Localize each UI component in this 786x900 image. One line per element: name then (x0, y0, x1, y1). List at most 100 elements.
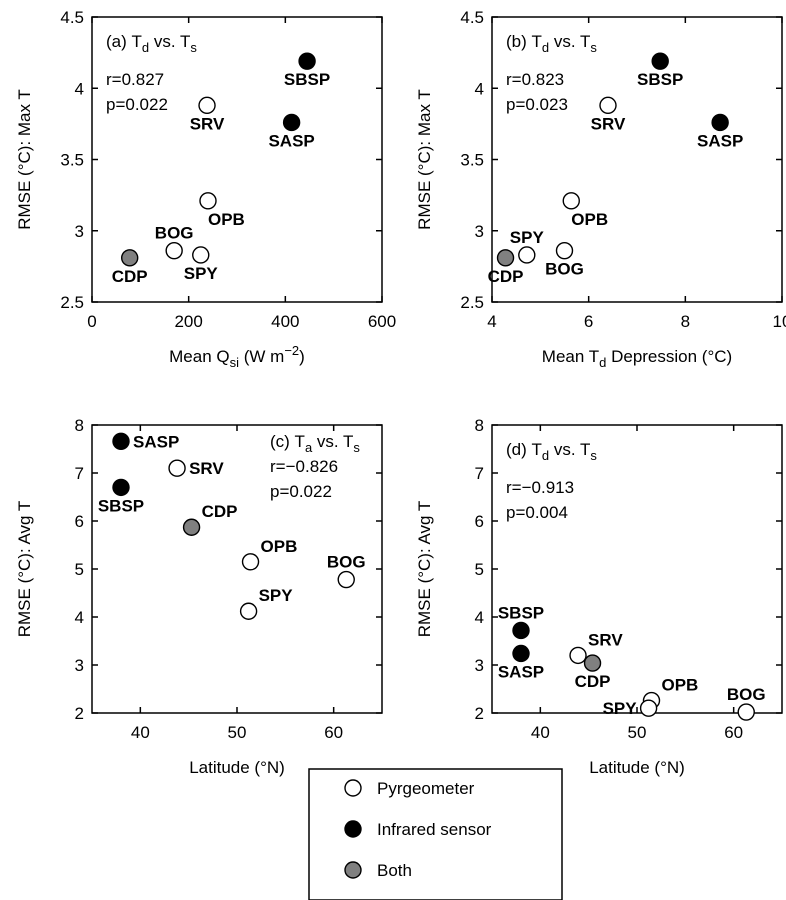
y-tick-label: 3.5 (460, 151, 484, 170)
site-label-bog: BOG (155, 224, 194, 243)
point-sasp (282, 113, 301, 132)
site-label-opb: OPB (571, 210, 608, 229)
site-label-sbsp: SBSP (498, 603, 544, 622)
x-axis-label: Mean Qsi (W m−2) (169, 343, 305, 370)
site-label-sasp: SASP (697, 131, 743, 150)
y-axis-label: RMSE (°C): Max T (415, 89, 434, 230)
y-tick-label: 3 (75, 222, 84, 241)
point-spy (518, 246, 536, 264)
x-tick-label: 40 (531, 723, 550, 742)
x-tick-label: 60 (324, 723, 343, 742)
site-label-sasp: SASP (498, 662, 544, 681)
x-tick-label: 40 (131, 723, 150, 742)
y-tick-label: 6 (475, 512, 484, 531)
site-label-srv: SRV (591, 114, 626, 133)
panel-title: (a) Td vs. Ts (106, 32, 197, 55)
p-value: p=0.022 (270, 482, 332, 501)
point-sbsp (298, 52, 316, 70)
y-tick-label: 5 (475, 560, 484, 579)
p-value: p=0.004 (506, 503, 568, 522)
legend-label: Pyrgeometer (377, 779, 475, 798)
site-label-cdp: CDP (575, 672, 611, 691)
y-tick-label: 4.5 (60, 8, 84, 27)
y-tick-label: 4.5 (460, 8, 484, 27)
y-tick-label: 4 (475, 79, 484, 98)
point-srv (168, 459, 186, 477)
site-label-spy: SPY (259, 586, 294, 605)
x-tick-label: 8 (681, 312, 690, 331)
y-tick-label: 8 (475, 416, 484, 435)
y-tick-label: 6 (75, 512, 84, 531)
site-label-spy: SPY (510, 228, 545, 247)
x-axis-label: Mean Td Depression (°C) (542, 347, 732, 370)
point-cdp (120, 249, 139, 267)
point-opb (562, 192, 580, 210)
x-axis-label: Latitude (°N) (189, 758, 285, 777)
point-sasp (112, 432, 130, 451)
site-label-spy: SPY (603, 699, 638, 718)
point-bog (337, 570, 355, 589)
panel-c: 40 50 60 2 3 4 5 6 7 8 RMSE (°C): Avg T Latitude (°… (15, 416, 383, 777)
site-label-opb: OPB (208, 210, 245, 229)
x-tick-label: 4 (487, 312, 496, 331)
point-cdp (583, 654, 602, 672)
y-tick-label: 3 (475, 222, 484, 241)
point-srv (599, 96, 617, 115)
site-label-spy: SPY (184, 264, 219, 283)
legend-marker-pyrgeometer (344, 779, 362, 797)
panel-b: 4 6 8 10 2.5 3 3.5 4 4.5 RMSE (°C): Max T Mean Td … (415, 8, 786, 370)
x-tick-label: 0 (87, 312, 96, 331)
x-tick-label: 6 (584, 312, 593, 331)
p-value: p=0.023 (506, 95, 568, 114)
y-tick-label: 2 (75, 704, 84, 723)
x-tick-label: 50 (628, 723, 647, 742)
point-bog (165, 241, 183, 260)
x-tick-label: 50 (228, 723, 247, 742)
legend-items: Pyrgeometer Infrared sensor Both (344, 779, 492, 880)
y-axis-label: RMSE (°C): Avg T (15, 501, 34, 638)
legend-marker-infrared-sensor (344, 820, 362, 838)
point-sbsp (512, 621, 530, 640)
x-tick-label: 400 (271, 312, 299, 331)
p-value: p=0.022 (106, 95, 168, 114)
point-sbsp (651, 52, 669, 70)
y-tick-label: 3 (475, 656, 484, 675)
site-label-cdp: CDP (202, 502, 238, 521)
y-tick-label: 2 (475, 704, 484, 723)
site-label-bog: BOG (327, 553, 366, 572)
plot-frame (491, 16, 783, 303)
legend-label: Both (377, 861, 412, 880)
site-label-opb: OPB (261, 537, 298, 556)
point-sasp (711, 113, 729, 132)
y-tick-label: 7 (475, 464, 484, 483)
y-tick-label: 8 (75, 416, 84, 435)
x-tick-label: 600 (368, 312, 396, 331)
x-tick-label: 200 (174, 312, 202, 331)
y-tick-label: 7 (75, 464, 84, 483)
legend-label: Infrared sensor (377, 820, 492, 839)
site-label-sbsp: SBSP (637, 70, 683, 89)
site-label-opb: OPB (662, 676, 699, 695)
panel-title: (c) Ta vs. Ts (270, 432, 360, 455)
site-label-srv: SRV (190, 114, 225, 133)
point-spy (239, 602, 258, 620)
x-tick-label: 60 (724, 723, 743, 742)
point-opb (241, 553, 260, 571)
correlation-r: r=0.823 (506, 70, 564, 89)
site-label-sasp: SASP (268, 131, 314, 150)
correlation-r: r=−0.826 (270, 457, 338, 476)
point-cdp (182, 518, 201, 536)
site-label-cdp: CDP (112, 267, 148, 286)
site-label-sasp: SASP (133, 432, 179, 451)
point-sbsp (112, 478, 130, 497)
y-tick-label: 2.5 (60, 293, 84, 312)
site-label-bog: BOG (727, 685, 766, 704)
site-label-sbsp: SBSP (284, 70, 330, 89)
point-spy (639, 699, 658, 717)
point-spy (192, 246, 210, 264)
x-axis-label: Latitude (°N) (589, 758, 685, 777)
panel-title: (d) Td vs. Ts (506, 440, 597, 463)
point-srv (569, 646, 587, 665)
site-label-cdp: CDP (488, 267, 524, 286)
